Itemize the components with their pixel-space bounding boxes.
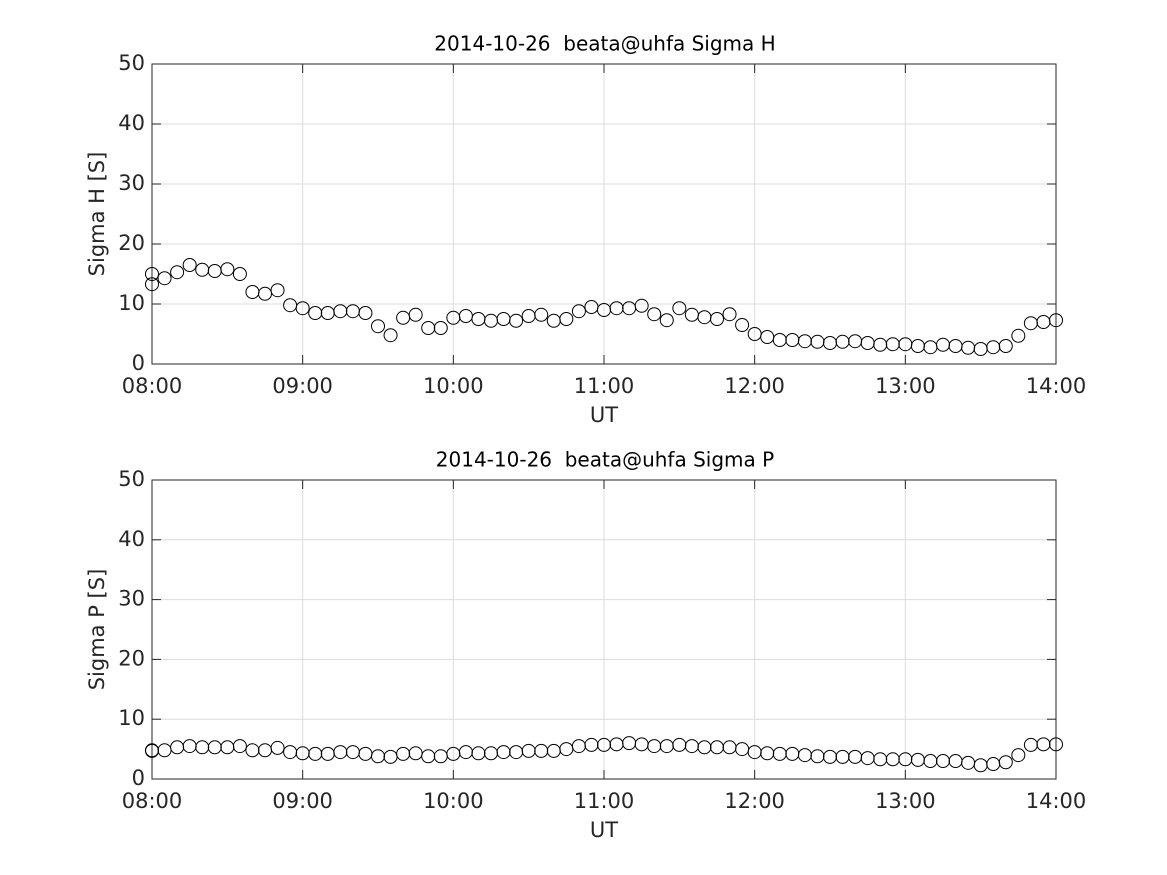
data-point — [1049, 313, 1063, 328]
x-tick-label: 09:00 — [272, 789, 333, 813]
data-point — [220, 262, 235, 277]
data-point — [509, 313, 524, 328]
data-point — [145, 267, 159, 281]
y-tick-label: 0 — [132, 766, 145, 790]
data-point — [232, 267, 247, 281]
data-point — [371, 319, 385, 334]
data-point — [534, 307, 549, 322]
data-point — [295, 301, 310, 316]
x-tick-label: 11:00 — [574, 374, 635, 398]
data-point — [182, 258, 197, 272]
data-point — [170, 265, 185, 280]
data-point — [1049, 737, 1063, 752]
data-point — [145, 277, 159, 292]
y-axis-label: Sigma H [S] — [85, 152, 109, 277]
x-axis-label: UT — [590, 403, 618, 427]
y-tick-label: 20 — [118, 646, 145, 670]
x-tick-label: 13:00 — [875, 374, 936, 398]
y-tick-label: 30 — [118, 587, 145, 611]
data-point — [647, 307, 662, 322]
axes-frame — [151, 479, 1057, 780]
x-tick-label: 08:00 — [122, 789, 183, 813]
data-point — [735, 318, 750, 332]
data-point — [270, 283, 285, 298]
x-tick-label: 13:00 — [875, 789, 936, 813]
data-point — [1011, 328, 1026, 343]
x-tick-label: 11:00 — [574, 789, 635, 813]
data-point — [157, 271, 172, 286]
y-tick-label: 10 — [118, 706, 145, 730]
y-tick-label: 20 — [118, 231, 145, 255]
chart-title: 2014-10-26 beata@uhfa Sigma H — [434, 32, 775, 56]
data-point — [408, 307, 423, 322]
data-point — [358, 306, 373, 320]
x-tick-label: 09:00 — [272, 374, 333, 398]
data-point — [659, 313, 674, 328]
data-point — [998, 339, 1013, 353]
y-axis-label: Sigma P [S] — [85, 569, 109, 691]
data-point — [998, 755, 1013, 770]
x-tick-label: 12:00 — [724, 789, 785, 813]
data-point — [710, 312, 724, 326]
data-point — [383, 328, 398, 343]
data-point — [270, 740, 285, 755]
y-tick-label: 10 — [118, 291, 145, 315]
x-tick-label: 14:00 — [1026, 374, 1087, 398]
data-point — [559, 312, 574, 326]
x-tick-label: 14:00 — [1026, 789, 1087, 813]
x-tick-label: 10:00 — [423, 374, 484, 398]
y-tick-label: 50 — [118, 467, 145, 491]
data-point — [571, 304, 586, 319]
x-axis-label: UT — [590, 818, 618, 842]
data-point — [672, 301, 687, 316]
x-tick-label: 12:00 — [724, 374, 785, 398]
y-tick-label: 40 — [118, 527, 145, 551]
y-tick-label: 50 — [118, 51, 145, 75]
data-point — [722, 307, 737, 322]
y-tick-label: 40 — [118, 111, 145, 135]
x-tick-label: 08:00 — [122, 374, 183, 398]
data-point — [634, 298, 649, 313]
x-tick-label: 10:00 — [423, 789, 484, 813]
data-point — [258, 286, 272, 301]
data-point — [232, 739, 247, 754]
y-tick-label: 0 — [132, 351, 145, 375]
data-point — [1011, 748, 1026, 763]
data-point — [433, 321, 448, 335]
y-tick-label: 30 — [118, 171, 145, 195]
axes-frame — [151, 63, 1057, 365]
chart-title: 2014-10-26 beata@uhfa Sigma P — [436, 448, 774, 472]
